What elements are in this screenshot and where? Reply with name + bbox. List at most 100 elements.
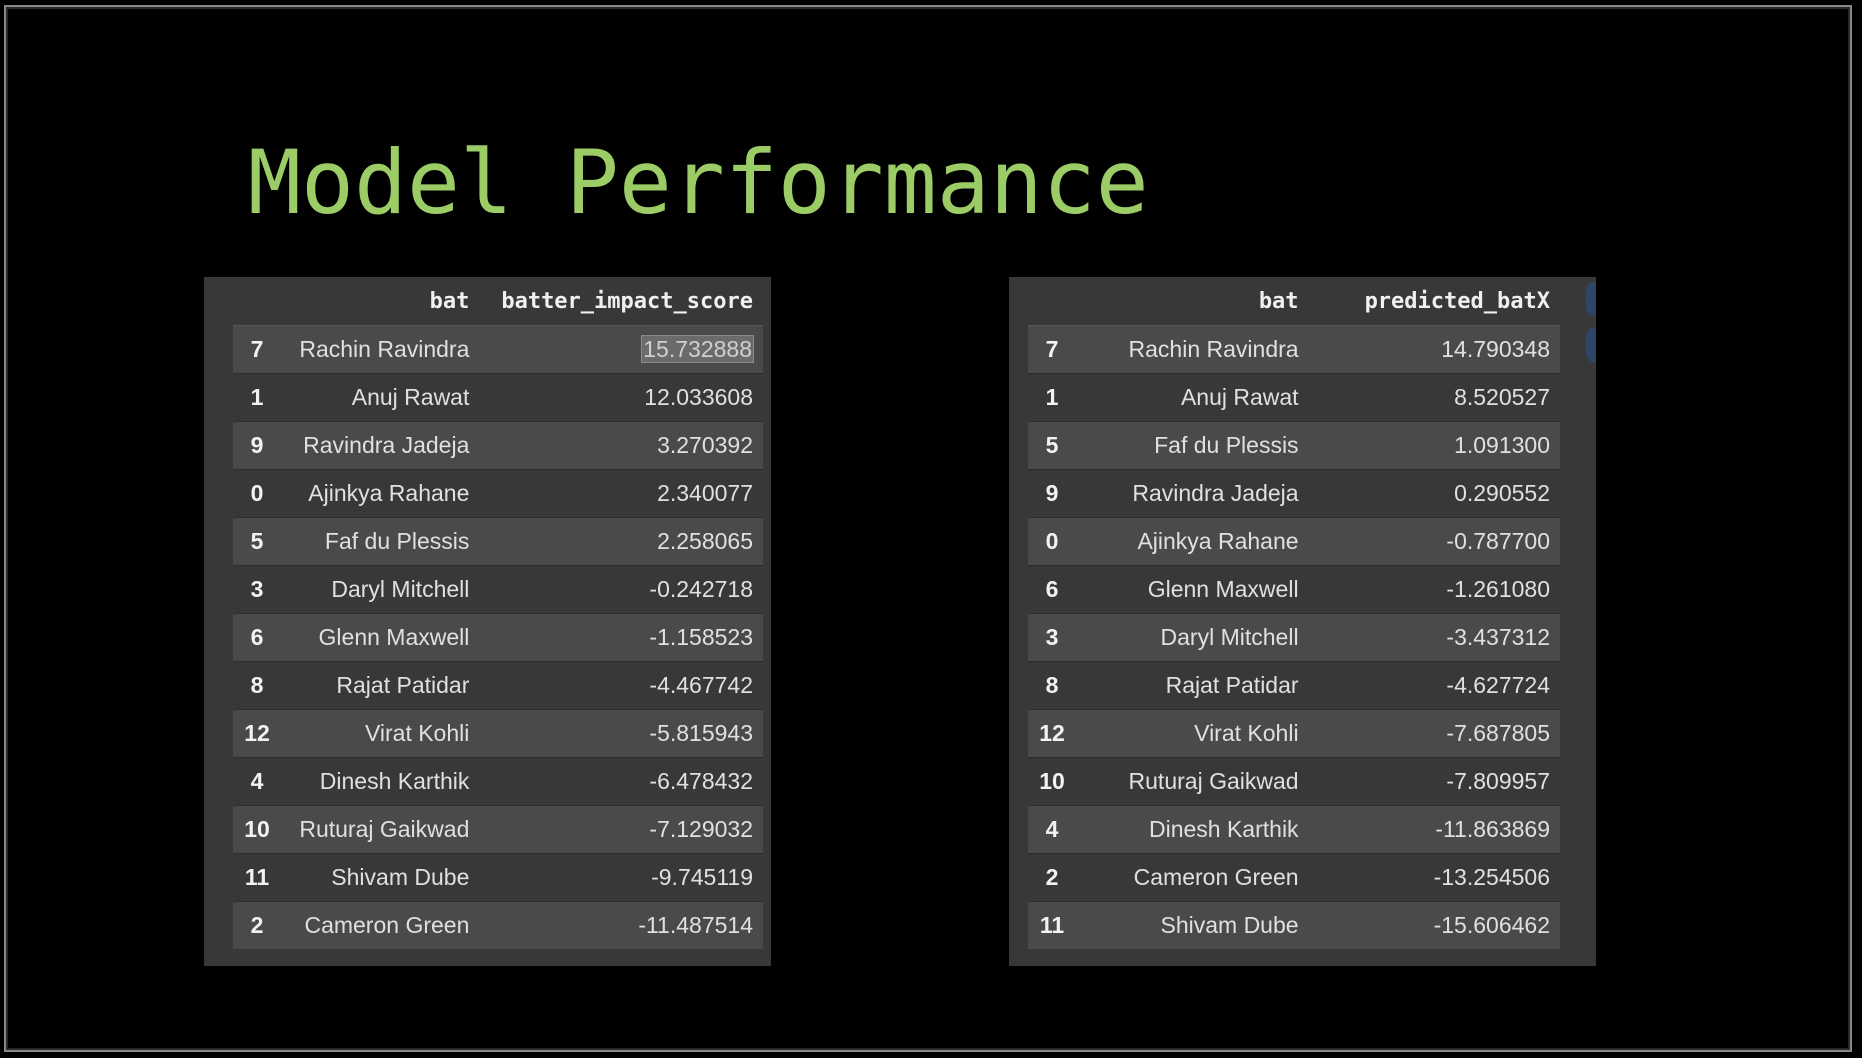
row-index: 8 [1028,661,1076,710]
table-row: 0 Ajinkya Rahane -0.787700 [1028,517,1560,566]
row-index: 11 [233,853,281,902]
score-cell: -5.815943 [479,709,763,758]
bat-cell: Daryl Mitchell [281,565,480,614]
score-cell: 2.258065 [479,517,763,566]
bat-cell: Anuj Rawat [281,373,480,422]
bat-cell: Shivam Dube [281,853,480,902]
table-row: 8 Rajat Patidar -4.467742 [233,661,763,710]
bat-cell: Ravindra Jadeja [281,421,480,470]
table-row: 11 Shivam Dube -15.606462 [1028,901,1560,949]
prediction-cell: -0.787700 [1308,517,1560,566]
table-row: 0 Ajinkya Rahane 2.340077 [233,469,763,518]
suggest-charts-button[interactable] [1586,327,1596,363]
table-row: 9 Ravindra Jadeja 0.290552 [1028,469,1560,518]
bat-cell: Ajinkya Rahane [1076,517,1309,566]
prediction-cell: -4.627724 [1308,661,1560,710]
row-index: 1 [1028,373,1076,422]
selected-value[interactable]: 15.732888 [641,335,754,363]
table-row: 8 Rajat Patidar -4.627724 [1028,661,1560,710]
score-cell: 12.033608 [479,373,763,422]
row-index: 8 [233,661,281,710]
batter-impact-table: bat batter_impact_score 7 Rachin Ravindr… [233,277,763,949]
score-cell: 15.732888 [479,325,763,374]
table-row: 6 Glenn Maxwell -1.158523 [233,613,763,662]
prediction-cell: 8.520527 [1308,373,1560,422]
table-row: 2 Cameron Green -13.254506 [1028,853,1560,902]
bat-cell: Rajat Patidar [1076,661,1309,710]
score-cell: -9.745119 [479,853,763,902]
row-index: 3 [233,565,281,614]
row-index: 4 [233,757,281,806]
row-index: 11 [1028,901,1076,949]
dataframe-output-left: bat batter_impact_score 7 Rachin Ravindr… [204,277,771,966]
index-header [233,277,281,326]
bat-cell: Virat Kohli [1076,709,1309,758]
prediction-cell: -7.687805 [1308,709,1560,758]
row-index: 9 [1028,469,1076,518]
bat-cell: Ruturaj Gaikwad [1076,757,1309,806]
row-index: 2 [233,901,281,949]
bat-cell: Rajat Patidar [281,661,480,710]
row-index: 6 [1028,565,1076,614]
bat-cell: Dinesh Karthik [1076,805,1309,854]
bat-cell: Daryl Mitchell [1076,613,1309,662]
table-row: 10 Ruturaj Gaikwad -7.129032 [233,805,763,854]
predicted-batx-header: predicted_batX [1308,277,1560,326]
table-row: 10 Ruturaj Gaikwad -7.809957 [1028,757,1560,806]
prediction-cell: -3.437312 [1308,613,1560,662]
table-row: 5 Faf du Plessis 2.258065 [233,517,763,566]
row-index: 12 [1028,709,1076,758]
prediction-cell: -7.809957 [1308,757,1560,806]
bat-cell: Faf du Plessis [281,517,480,566]
bat-cell: Cameron Green [1076,853,1309,902]
table-row: 7 Rachin Ravindra 14.790348 [1028,325,1560,374]
convert-to-interactive-button[interactable] [1586,281,1596,317]
table-row: 1 Anuj Rawat 8.520527 [1028,373,1560,422]
index-header [1028,277,1076,326]
prediction-cell: -1.261080 [1308,565,1560,614]
table-row: 3 Daryl Mitchell -3.437312 [1028,613,1560,662]
table-row: 6 Glenn Maxwell -1.261080 [1028,565,1560,614]
row-index: 1 [233,373,281,422]
bat-cell: Glenn Maxwell [281,613,480,662]
table-row: 2 Cameron Green -11.487514 [233,901,763,949]
table-row: 3 Daryl Mitchell -0.242718 [233,565,763,614]
table-row: 11 Shivam Dube -9.745119 [233,853,763,902]
table-row: 7 Rachin Ravindra 15.732888 [233,325,763,374]
prediction-cell: 1.091300 [1308,421,1560,470]
score-cell: -4.467742 [479,661,763,710]
bat-cell: Dinesh Karthik [281,757,480,806]
bat-cell: Ruturaj Gaikwad [281,805,480,854]
table-header-row: bat batter_impact_score [233,277,763,326]
prediction-cell: -11.863869 [1308,805,1560,854]
slide-title: Model Performance [248,131,1149,234]
row-index: 7 [233,325,281,374]
bat-cell: Rachin Ravindra [1076,325,1309,374]
score-cell: -1.158523 [479,613,763,662]
row-index: 10 [233,805,281,854]
score-cell: -11.487514 [479,901,763,949]
table-row: 4 Dinesh Karthik -6.478432 [233,757,763,806]
table-row: 12 Virat Kohli -7.687805 [1028,709,1560,758]
row-index: 6 [233,613,281,662]
bat-cell: Faf du Plessis [1076,421,1309,470]
bat-cell: Ravindra Jadeja [1076,469,1309,518]
bat-cell: Ajinkya Rahane [281,469,480,518]
row-index: 0 [233,469,281,518]
table-row: 1 Anuj Rawat 12.033608 [233,373,763,422]
table-row: 4 Dinesh Karthik -11.863869 [1028,805,1560,854]
table-header-row: bat predicted_batX [1028,277,1560,326]
table-row: 12 Virat Kohli -5.815943 [233,709,763,758]
score-cell: -0.242718 [479,565,763,614]
prediction-cell: -15.606462 [1308,901,1560,949]
score-cell: -6.478432 [479,757,763,806]
row-index: 3 [1028,613,1076,662]
row-index: 5 [1028,421,1076,470]
dataframe-output-right: bat predicted_batX 7 Rachin Ravindra 14.… [1009,277,1596,966]
bat-header: bat [1076,277,1309,326]
predicted-batx-table: bat predicted_batX 7 Rachin Ravindra 14.… [1028,277,1560,949]
row-index: 10 [1028,757,1076,806]
row-index: 9 [233,421,281,470]
bat-header: bat [281,277,480,326]
row-index: 5 [233,517,281,566]
